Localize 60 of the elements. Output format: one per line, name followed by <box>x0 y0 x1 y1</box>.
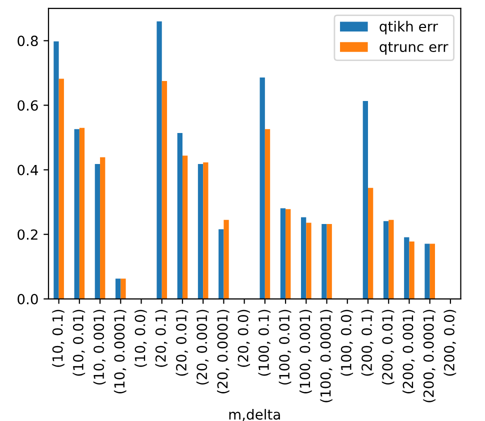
bar <box>368 188 374 299</box>
bar <box>58 78 64 299</box>
bar <box>404 237 410 299</box>
x-tick-label: (10, 0.01) <box>72 310 86 376</box>
y-tick-label: 0.0 <box>18 294 38 304</box>
legend-label: qtrunc err <box>380 42 448 55</box>
bar <box>280 208 286 299</box>
x-tick-label: (200, 0.001) <box>402 310 415 394</box>
bar <box>322 224 327 299</box>
bar <box>203 162 208 299</box>
x-tick-label: (200, 0.0001) <box>423 310 436 402</box>
legend-label: qtikh err <box>380 20 438 34</box>
y-tick-label: 0.8 <box>18 36 38 46</box>
x-axis-title: m,delta <box>229 408 280 421</box>
x-tick-label: (100, 0.0001) <box>320 310 332 402</box>
x-tick-label: (10, 0.001) <box>93 310 106 385</box>
bar <box>156 21 162 299</box>
x-tick-label: (100, 0.001) <box>299 310 312 394</box>
bar <box>224 220 229 299</box>
bar <box>162 81 168 299</box>
bar <box>182 156 188 299</box>
bar <box>424 244 430 299</box>
x-tick-label: (200, 0.1) <box>361 310 374 376</box>
bar <box>79 128 85 299</box>
x-tick-label: (20, 0.0001) <box>217 310 230 394</box>
bar <box>326 224 332 299</box>
bar <box>388 220 394 299</box>
bar <box>120 278 126 299</box>
bar <box>177 133 182 299</box>
bar <box>115 278 121 299</box>
x-tick-label: (10, 0.0001) <box>114 310 126 394</box>
bar <box>362 101 368 299</box>
x-tick-label: (20, 0.001) <box>196 310 209 385</box>
x-tick-label: (100, 0.01) <box>278 310 292 385</box>
bar <box>100 157 106 299</box>
x-tick-label: (20, 0.01) <box>176 310 188 376</box>
bar <box>264 129 270 299</box>
x-tick-label: (100, 0.1) <box>258 310 271 376</box>
bar <box>74 129 80 299</box>
x-tick-label: (200, 0.01) <box>382 310 394 385</box>
bar <box>260 77 265 299</box>
y-tick-label: 0.6 <box>18 100 38 111</box>
x-tick-label: (20, 0.0) <box>238 310 250 367</box>
x-tick-label: (200, 0.0) <box>444 310 456 376</box>
bar <box>218 229 224 299</box>
y-tick-label: 0.2 <box>18 229 38 240</box>
bar <box>409 241 414 299</box>
bar <box>54 41 59 299</box>
bar <box>383 221 389 299</box>
x-tick-label: (10, 0.1) <box>52 310 64 367</box>
x-tick-label: (100, 0.0) <box>340 310 354 376</box>
x-tick-label: (20, 0.1) <box>155 310 168 367</box>
bar <box>94 164 100 299</box>
bar <box>198 164 204 299</box>
x-tick-label: (10, 0.0) <box>134 310 147 367</box>
bar <box>306 222 312 299</box>
bar <box>286 209 291 299</box>
y-tick-label: 0.4 <box>18 164 38 176</box>
bar <box>430 244 435 299</box>
bar <box>301 217 306 299</box>
